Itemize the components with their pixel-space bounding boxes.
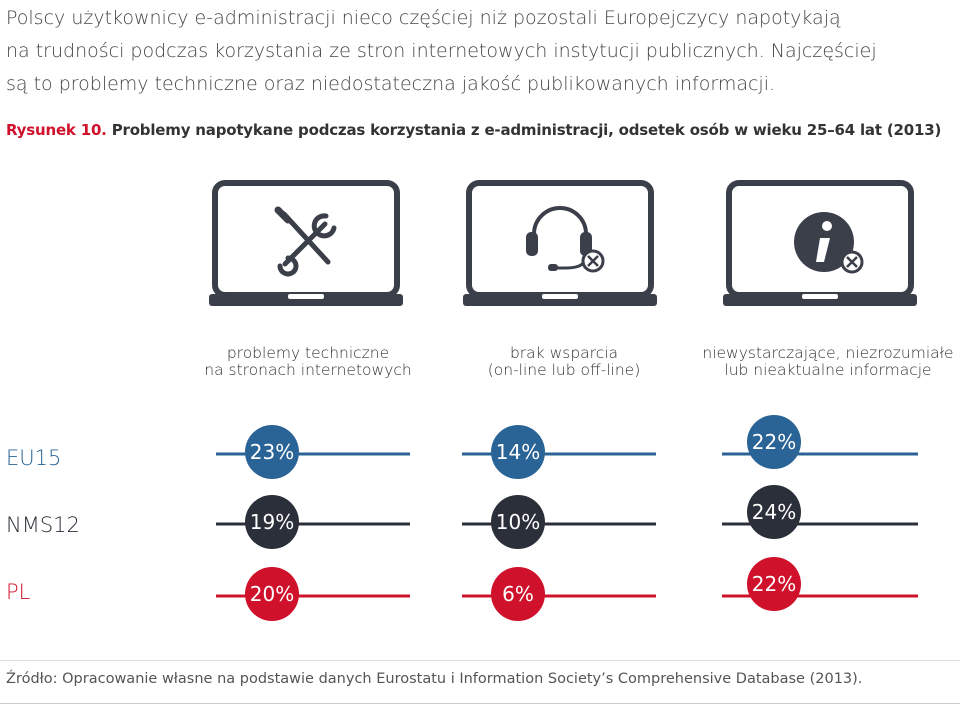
- category-label: niewystarczające, niezrozumiałe lub niea…: [690, 345, 960, 379]
- series-label-pl: PL: [6, 580, 31, 604]
- divider: [0, 660, 960, 661]
- dot-chart: 23% 14% 22% 19% 10% 24% 20% 6% 22%: [216, 415, 918, 621]
- value-dot: [245, 425, 299, 479]
- value-dot: [491, 495, 545, 549]
- category-label-line: problemy techniczne: [226, 344, 390, 362]
- laptop-tools-icon: [209, 180, 403, 306]
- intro-line: na trudności podczas korzystania ze stro…: [6, 40, 877, 62]
- headset-x-icon: [526, 206, 605, 273]
- figure-title: Problemy napotykane podczas korzystania …: [106, 121, 942, 139]
- value-label: 23%: [250, 440, 294, 464]
- value-label: 22%: [752, 572, 796, 596]
- value-dot: [747, 415, 801, 469]
- laptop-info-icon: [723, 180, 917, 306]
- value-dot: [245, 495, 299, 549]
- value-dot: [245, 567, 299, 621]
- series-label-nms12: NMS12: [6, 513, 80, 537]
- bottom-rule: [0, 703, 960, 704]
- category-label: brak wsparcia (on-line lub off-line): [434, 345, 694, 379]
- category-label-line: brak wsparcia: [509, 344, 619, 362]
- series-label-eu15: EU15: [6, 446, 62, 470]
- figure-caption: Rysunek 10. Problemy napotykane podczas …: [6, 121, 941, 139]
- info-x-icon: [794, 212, 864, 274]
- category-label: problemy techniczne na stronach internet…: [178, 345, 438, 379]
- value-dot: [747, 485, 801, 539]
- intro-line: są to problemy techniczne oraz niedostat…: [6, 73, 776, 95]
- value-label: 19%: [250, 510, 294, 534]
- value-label: 6%: [502, 582, 534, 606]
- category-label-line: (on-line lub off-line): [487, 361, 641, 379]
- category-label-line: lub nieaktualne informacje: [724, 361, 932, 379]
- value-label: 20%: [250, 582, 294, 606]
- value-label: 24%: [752, 500, 796, 524]
- laptop-headset-icon: [463, 180, 657, 306]
- value-dot: [747, 557, 801, 611]
- value-dot: [491, 425, 545, 479]
- category-label-line: na stronach internetowych: [204, 361, 412, 379]
- value-label: 14%: [496, 440, 540, 464]
- value-dot: [491, 567, 545, 621]
- value-label: 22%: [752, 430, 796, 454]
- intro-line: Polscy użytkownicy e-administracji nieco…: [6, 7, 841, 29]
- figure-number: Rysunek 10.: [6, 121, 107, 139]
- source-note: Źródło: Opracowanie własne na podstawie …: [6, 671, 863, 687]
- value-label: 10%: [496, 510, 540, 534]
- intro-text: Polscy użytkownicy e-administracji nieco…: [6, 2, 956, 101]
- category-label-line: niewystarczające, niezrozumiałe: [702, 344, 954, 362]
- tools-icon: [274, 206, 337, 277]
